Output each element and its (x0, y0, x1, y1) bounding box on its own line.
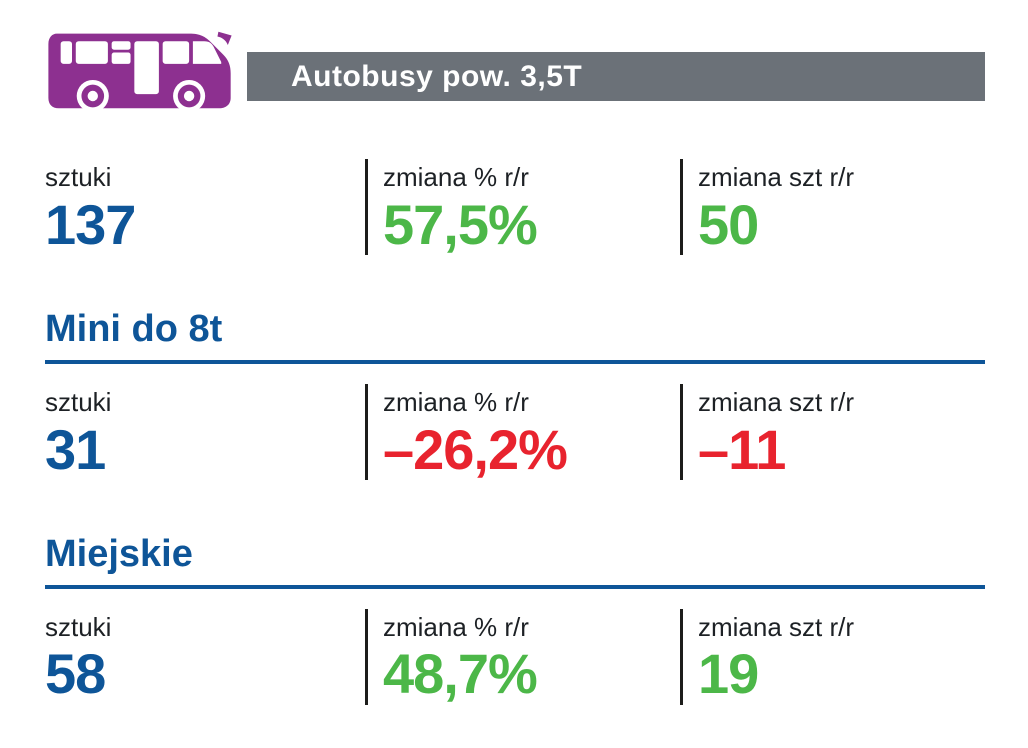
stat-label: sztuki (45, 162, 112, 192)
bus-icon (45, 28, 235, 113)
section-miejskie: Miejskie sztuki 58 zmiana % r/r 48,7% zm… (45, 533, 985, 706)
stat-row: sztuki 58 zmiana % r/r 48,7% zmiana szt … (45, 608, 985, 706)
stat-total-zmiana-pct: zmiana % r/r 57,5% (365, 159, 680, 255)
stat-miejskie-zmiana-szt: zmiana szt r/r 19 (680, 608, 985, 706)
section-mini-do-8t: Mini do 8t sztuki 31 zmiana % r/r –26,2%… (45, 308, 985, 481)
section-heading: Miejskie (45, 533, 985, 589)
page-title: Autobusy pow. 3,5T (291, 59, 583, 93)
stat-total-sztuki: sztuki 137 (45, 159, 365, 255)
header-bar: Autobusy pow. 3,5T (247, 52, 985, 101)
stat-value: 50 (698, 192, 759, 256)
stat-miejskie-sztuki: sztuki 58 (45, 609, 365, 705)
stat-value: 137 (45, 192, 136, 256)
stat-total-zmiana-szt: zmiana szt r/r 50 (680, 159, 985, 255)
stat-label: zmiana szt r/r (698, 386, 855, 417)
stat-value: 57,5% (383, 192, 538, 256)
stat-label: zmiana % r/r (383, 611, 529, 642)
section-total: sztuki 137 zmiana % r/r 57,5% zmiana szt… (45, 159, 985, 255)
stat-mini-sztuki: sztuki 31 (45, 384, 365, 480)
stat-label: sztuki (45, 386, 112, 417)
stat-value: 19 (698, 642, 759, 706)
stat-value: –11 (698, 417, 786, 481)
stat-label: zmiana szt r/r (698, 611, 855, 642)
stat-mini-zmiana-szt: zmiana szt r/r –11 (680, 383, 985, 481)
stat-label: zmiana szt r/r (698, 162, 855, 192)
stat-label: zmiana % r/r (383, 162, 529, 192)
section-heading: Mini do 8t (45, 308, 985, 364)
infographic-panel: Autobusy pow. 3,5T sztuki 137 zmiana % r… (45, 28, 985, 706)
stat-label: sztuki (45, 611, 112, 642)
stat-row: sztuki 31 zmiana % r/r –26,2% zmiana szt… (45, 383, 985, 481)
stat-label: zmiana % r/r (383, 386, 529, 417)
stat-mini-zmiana-pct: zmiana % r/r –26,2% (365, 383, 680, 481)
stat-value: –26,2% (383, 417, 568, 481)
stat-miejskie-zmiana-pct: zmiana % r/r 48,7% (365, 608, 680, 706)
stat-value: 31 (45, 417, 106, 481)
header: Autobusy pow. 3,5T (45, 28, 985, 113)
stat-value: 58 (45, 642, 106, 706)
stat-value: 48,7% (383, 642, 538, 706)
